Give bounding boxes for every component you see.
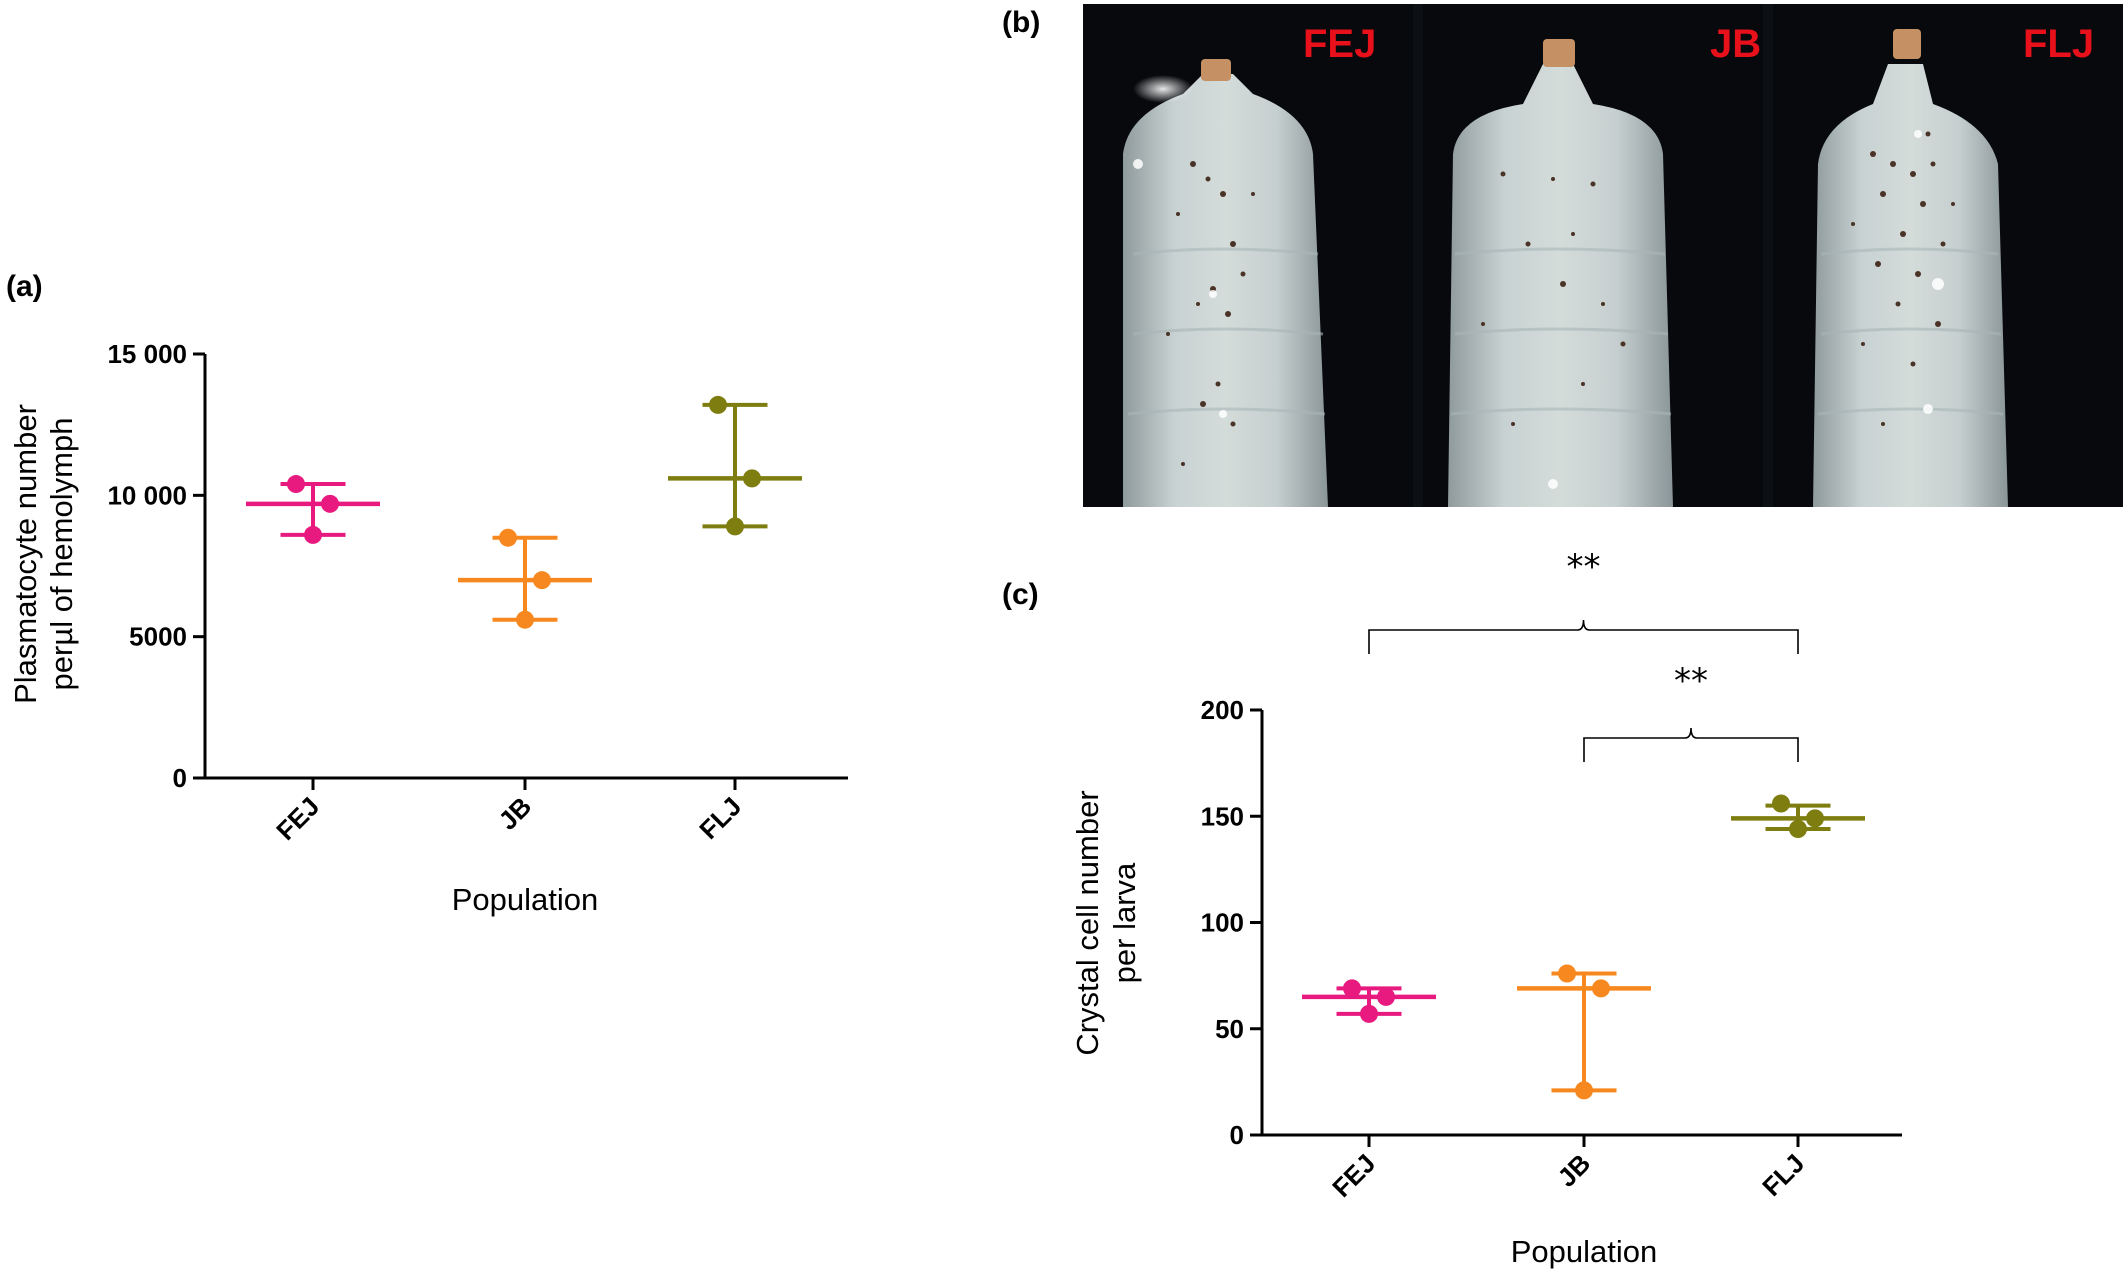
x-tick-label: JB: [1552, 1148, 1597, 1193]
data-point: [709, 395, 727, 414]
data-point: [1343, 979, 1361, 998]
panel-a-letter: (a): [6, 270, 43, 303]
series-jb: [1517, 964, 1651, 1100]
y-tick-label: 150: [1201, 801, 1244, 831]
larva-flj: [1813, 29, 2008, 507]
data-point: [1789, 820, 1807, 838]
y-tick-label: 0: [173, 763, 187, 793]
larva-photo: FEJ JB FLJ: [1083, 4, 2123, 507]
speckles: [1166, 131, 1955, 466]
data-point: [1592, 979, 1610, 998]
panel-c-letter: (c): [1002, 578, 1039, 611]
data-point: [1558, 964, 1576, 983]
series-fej: [1302, 979, 1436, 1023]
data-point: [287, 475, 305, 494]
significance-bracket: **: [1368, 547, 1799, 654]
y-axis-label: per larva: [1107, 862, 1142, 983]
y-tick-label: 50: [1215, 1014, 1244, 1044]
significance-stars: **: [1674, 661, 1708, 701]
x-tick-label: FEJ: [1326, 1148, 1381, 1203]
panel-b-letter: (b): [1002, 6, 1041, 39]
data-point: [321, 494, 339, 513]
data-point: [1360, 1004, 1378, 1023]
x-tick-label: FLJ: [693, 791, 747, 845]
larva-fej: [1123, 59, 1328, 507]
data-point: [1806, 809, 1824, 828]
data-point: [516, 610, 534, 629]
series-jb: [458, 528, 592, 629]
significance-bracket: **: [1583, 661, 1799, 762]
data-point: [743, 469, 761, 488]
bracket-line: [1583, 727, 1799, 762]
data-point: [1575, 1081, 1593, 1100]
photo-label-fej: FEJ: [1303, 22, 1377, 66]
y-tick-label: 0: [1230, 1120, 1244, 1150]
series-flj: [1731, 794, 1865, 838]
x-axis-label: Population: [1511, 1234, 1658, 1269]
y-axis-label: perµl of hemolymph: [44, 418, 79, 691]
chart-a: 0 5000 10 000 15 000 FEJ JB FLJ Plasmatocyte nu…: [8, 339, 848, 917]
x-tick-label: JB: [493, 791, 538, 836]
data-point: [533, 571, 551, 590]
larva-drawing: [1083, 4, 2123, 507]
series-flj: [668, 395, 802, 536]
y-axis-label: Plasmatocyte number: [8, 404, 43, 704]
x-tick-label: FLJ: [1756, 1148, 1810, 1202]
x-tick-label: FEJ: [270, 791, 325, 846]
y-tick-label: 15 000: [107, 339, 187, 369]
y-tick-label: 10 000: [107, 480, 187, 510]
data-point: [726, 517, 744, 536]
y-axis-label: Crystal cell number: [1070, 790, 1105, 1055]
series-fej: [246, 475, 380, 544]
x-axis-label: Population: [452, 882, 599, 917]
chart-c: 0 50 100 150 200 FEJ JB FLJ Crystal cell number p…: [1070, 547, 1902, 1269]
data-point: [1377, 987, 1395, 1006]
data-point: [499, 528, 517, 547]
photo-label-jb: JB: [1710, 22, 1762, 66]
data-point: [1772, 794, 1790, 813]
y-tick-label: 200: [1201, 695, 1244, 725]
bracket-line: [1368, 619, 1799, 654]
data-point: [304, 525, 322, 544]
photo-label-flj: FLJ: [2023, 22, 2095, 66]
significance-stars: **: [1567, 547, 1601, 587]
y-tick-label: 100: [1201, 908, 1244, 938]
y-tick-label: 5000: [129, 622, 187, 652]
